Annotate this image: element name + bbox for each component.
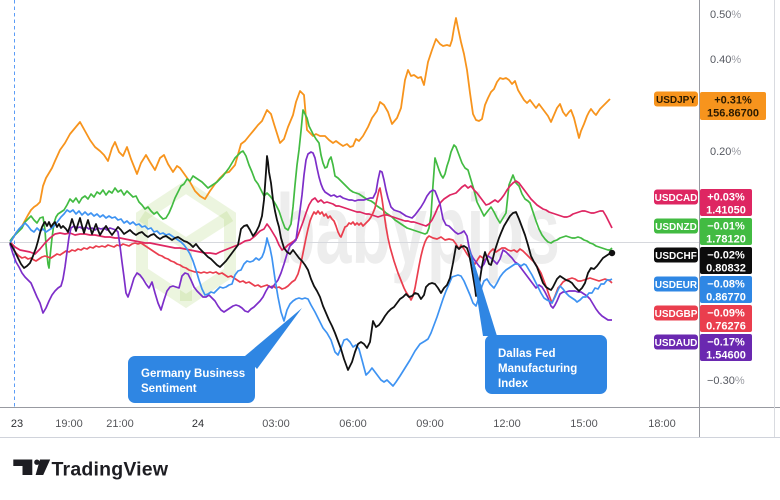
svg-text:−0.02%: −0.02% [707,250,745,262]
svg-text:15:00: 15:00 [570,418,598,430]
svg-text:Sentiment: Sentiment [141,383,197,395]
svg-text:0.50%: 0.50% [710,9,741,21]
svg-text:USDCAD: USDCAD [655,193,698,204]
svg-text:19:00: 19:00 [55,418,83,430]
svg-text:−0.30%: −0.30% [707,375,745,387]
svg-text:USDGBP: USDGBP [655,309,698,320]
svg-text:Dallas Fed: Dallas Fed [498,348,556,360]
svg-text:−0.17%: −0.17% [707,337,745,349]
svg-text:Manufacturing: Manufacturing [498,363,577,375]
svg-text:USDEUR: USDEUR [655,280,698,291]
svg-text:1.41050: 1.41050 [706,205,746,217]
svg-text:USDCHF: USDCHF [655,251,697,262]
svg-text:USDNZD: USDNZD [655,222,697,233]
svg-text:0.80832: 0.80832 [706,263,746,275]
svg-text:USDJPY: USDJPY [656,95,696,106]
svg-text:23: 23 [11,418,23,430]
svg-text:1.78120: 1.78120 [706,234,746,246]
svg-text:0.40%: 0.40% [710,54,741,66]
svg-text:USDAUD: USDAUD [655,338,698,349]
svg-text:18:00: 18:00 [648,418,676,430]
svg-text:+0.31%: +0.31% [714,95,752,107]
svg-text:21:00: 21:00 [106,418,134,430]
svg-text:156.86700: 156.86700 [707,108,759,120]
svg-text:03:00: 03:00 [262,418,290,430]
svg-text:06:00: 06:00 [339,418,367,430]
svg-text:−0.08%: −0.08% [707,279,745,291]
svg-text:Germany Business: Germany Business [141,368,245,380]
svg-text:Index: Index [498,378,529,390]
svg-text:+0.03%: +0.03% [707,192,745,204]
svg-text:1.54600: 1.54600 [706,350,746,362]
svg-text:TradingView: TradingView [52,459,169,481]
svg-text:09:00: 09:00 [416,418,444,430]
svg-text:−0.09%: −0.09% [707,308,745,320]
svg-text:0.76276: 0.76276 [706,321,746,333]
svg-text:−0.01%: −0.01% [707,221,745,233]
svg-text:24: 24 [192,418,204,430]
svg-text:12:00: 12:00 [493,418,521,430]
svg-text:0.20%: 0.20% [710,146,741,158]
svg-text:0.86770: 0.86770 [706,292,746,304]
